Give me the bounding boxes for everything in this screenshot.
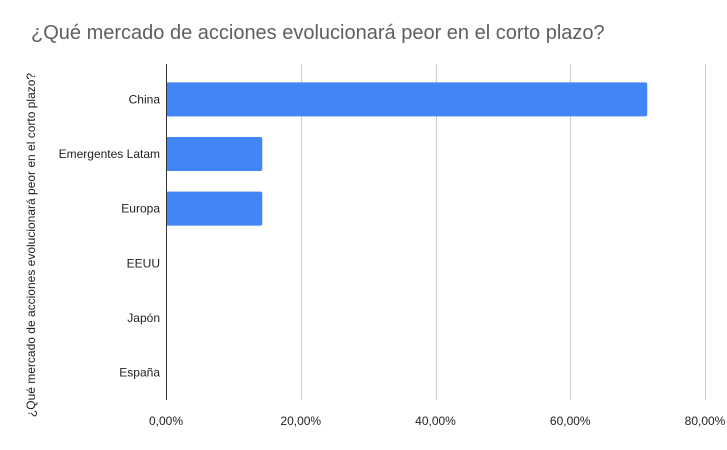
- y-category-label: España: [119, 366, 160, 380]
- y-category-label: China: [129, 92, 161, 106]
- grid-layer: [301, 64, 706, 400]
- x-tick-label: 20,00%: [280, 414, 321, 428]
- y-axis-title: ¿Qué mercado de acciones evolucionará pe…: [24, 73, 38, 418]
- y-category-label: Japón: [127, 311, 160, 325]
- y-category-label: Emergentes Latam: [59, 147, 160, 161]
- x-tick-label: 80,00%: [685, 414, 726, 428]
- bar-emergentes-latam[interactable]: [166, 137, 263, 171]
- label-layer: 0,00% 20,00% 40,00% 60,00% 80,00% China Emerge…: [59, 92, 726, 428]
- y-category-label: Europa: [121, 202, 160, 216]
- y-category-label: EEUU: [127, 256, 160, 270]
- x-tick-label: 40,00%: [415, 414, 456, 428]
- chart-title: ¿Qué mercado de acciones evolucionará pe…: [31, 22, 605, 44]
- bar-layer: [166, 82, 648, 226]
- bar-china[interactable]: [166, 82, 648, 117]
- x-tick-label: 0,00%: [149, 414, 183, 428]
- x-tick-label: 60,00%: [550, 414, 591, 428]
- bar-europa[interactable]: [166, 191, 263, 226]
